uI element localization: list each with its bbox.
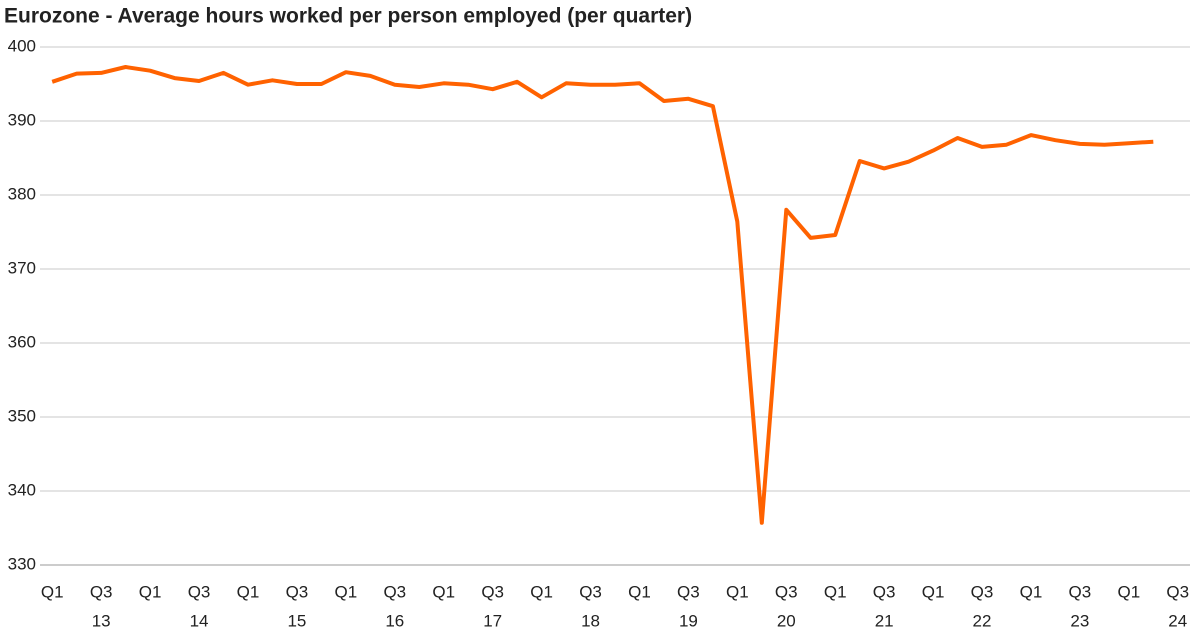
x-tick-label: Q1	[922, 582, 945, 601]
x-tick-label: Q3	[873, 582, 896, 601]
x-tick-label: Q1	[139, 582, 162, 601]
x-tick-label: Q3	[579, 582, 602, 601]
x-tick-label: Q1	[530, 582, 553, 601]
y-tick-label: 330	[8, 554, 36, 573]
x-tick-label: Q3	[481, 582, 504, 601]
x-tick-label: Q3	[677, 582, 700, 601]
data-line	[51, 65, 1154, 525]
x-year-label: 23	[1070, 611, 1089, 630]
x-year-label: 13	[92, 611, 111, 630]
x-tick-label: Q3	[188, 582, 211, 601]
x-tick-label: Q3	[775, 582, 798, 601]
x-tick-label: Q1	[1020, 582, 1043, 601]
x-year-label: 20	[777, 611, 796, 630]
x-year-label: 24	[1168, 611, 1187, 630]
x-tick-label: Q1	[1117, 582, 1140, 601]
y-tick-label: 370	[8, 258, 36, 277]
x-year-label: 21	[875, 611, 894, 630]
x-tick-label: Q1	[628, 582, 651, 601]
x-tick-label: Q3	[383, 582, 406, 601]
x-tick-label: Q1	[824, 582, 847, 601]
chart-title: Eurozone - Average hours worked per pers…	[4, 5, 692, 28]
x-year-label: 19	[679, 611, 698, 630]
x-tick-label: Q1	[432, 582, 455, 601]
y-tick-label: 360	[8, 332, 36, 351]
x-year-label: 17	[483, 611, 502, 630]
y-tick-label: 340	[8, 480, 36, 499]
x-year-label: 18	[581, 611, 600, 630]
x-tick-label: Q1	[41, 582, 64, 601]
y-tick-label: 380	[8, 184, 36, 203]
y-tick-label: 350	[8, 406, 36, 425]
x-year-label: 22	[973, 611, 992, 630]
x-tick-label: Q1	[237, 582, 260, 601]
x-year-label: 14	[190, 611, 209, 630]
y-tick-label: 390	[8, 110, 36, 129]
x-tick-label: Q3	[1166, 582, 1189, 601]
x-tick-label: Q1	[335, 582, 358, 601]
x-tick-label: Q3	[90, 582, 113, 601]
x-tick-label: Q3	[286, 582, 309, 601]
x-tick-label: Q3	[1069, 582, 1092, 601]
x-tick-label: Q1	[726, 582, 749, 601]
x-tick-label: Q3	[971, 582, 994, 601]
x-year-label: 15	[287, 611, 306, 630]
x-year-label: 16	[385, 611, 404, 630]
y-tick-label: 400	[8, 36, 36, 55]
